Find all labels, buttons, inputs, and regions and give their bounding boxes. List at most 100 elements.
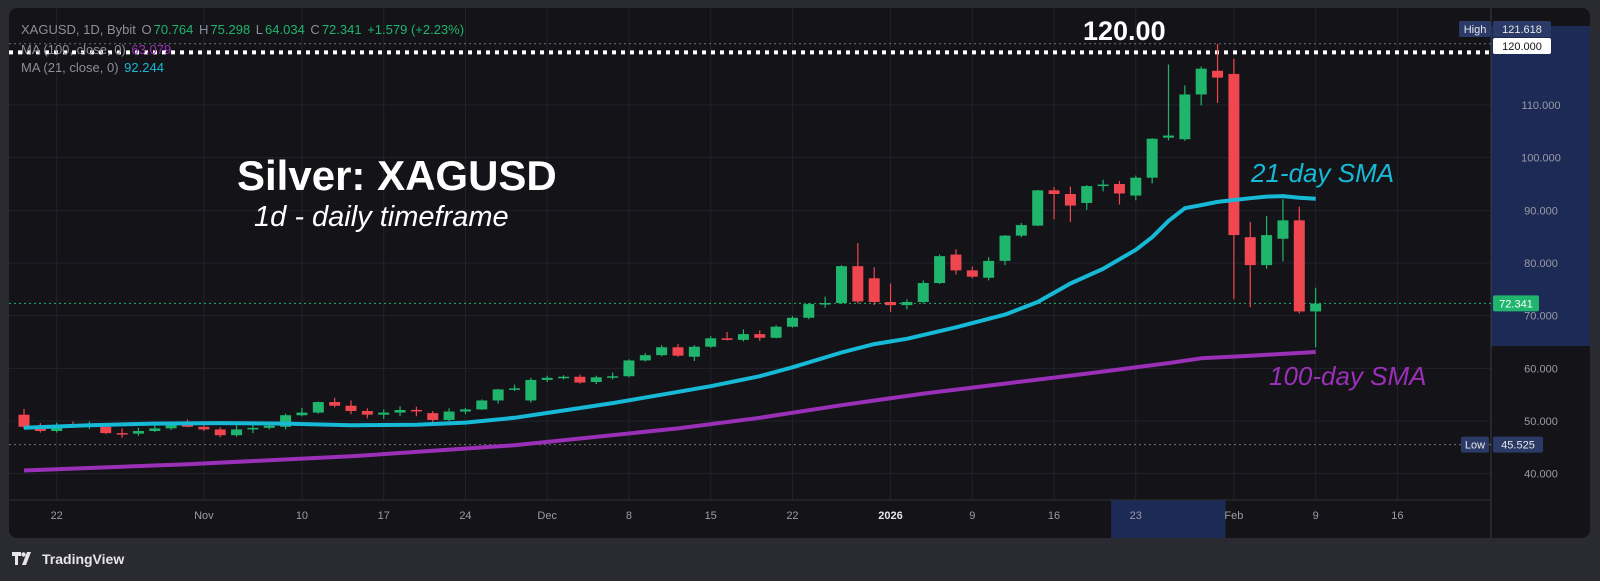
- candle: [999, 235, 1011, 266]
- candle-body: [541, 377, 553, 380]
- price-tick-label: 70.000: [1524, 311, 1558, 323]
- candle: [623, 359, 635, 378]
- candle-body: [558, 376, 570, 379]
- grid: [9, 8, 1491, 500]
- candle-body: [901, 301, 913, 306]
- last-price-value: 72.341: [1499, 298, 1533, 310]
- level-annotation: 120.00: [1083, 16, 1166, 46]
- candle-body: [819, 303, 831, 305]
- candle-body: [1261, 235, 1273, 266]
- candle: [459, 407, 471, 415]
- price-tick-label: 60.000: [1524, 363, 1558, 375]
- candle-body: [1097, 184, 1109, 187]
- candle: [1097, 179, 1109, 192]
- candle-body: [1113, 184, 1125, 194]
- open-value: 70.764: [153, 22, 194, 37]
- candle-body: [1015, 225, 1027, 236]
- candle: [312, 401, 324, 414]
- candle: [983, 257, 995, 281]
- candle-body: [1064, 194, 1076, 206]
- candle: [1032, 189, 1044, 227]
- low-tag: Low 45.525: [1461, 436, 1543, 453]
- high-label: H: [199, 22, 209, 37]
- candle: [656, 345, 668, 357]
- candle-body: [672, 347, 684, 356]
- sma21-line: [23, 194, 1316, 430]
- candle: [1179, 85, 1191, 141]
- candle: [672, 344, 684, 357]
- time-tick-label: 16: [1048, 510, 1060, 522]
- tradingview-logo-icon[interactable]: [12, 552, 36, 566]
- chart-frame: 40.000 50.000 60.000 70.000 80.000 90.000 100.…: [9, 8, 1590, 538]
- high-tag-value: 121.618: [1502, 24, 1542, 36]
- candle: [247, 424, 259, 434]
- candle: [1261, 216, 1273, 269]
- candle-body: [754, 334, 766, 338]
- candle-body: [1212, 70, 1224, 78]
- candle-body: [214, 429, 226, 436]
- low-label: L: [255, 22, 264, 37]
- price-axis-ticks: 40.000 50.000 60.000 70.000 80.000 90.000 100.…: [1521, 100, 1561, 481]
- tradingview-brand[interactable]: TradingView: [42, 551, 125, 567]
- footer: TradingView: [12, 549, 124, 569]
- price-tick-label: 80.000: [1524, 258, 1558, 270]
- candle: [214, 427, 226, 438]
- candle: [1195, 66, 1207, 106]
- price-chart[interactable]: 40.000 50.000 60.000 70.000 80.000 90.000 100.…: [9, 8, 1590, 538]
- sma100-annotation: 100-day SMA: [1269, 361, 1427, 391]
- candle-body: [623, 360, 635, 377]
- candle-body: [1228, 73, 1240, 236]
- candle-body: [459, 409, 471, 412]
- candle-body: [1048, 190, 1060, 195]
- candle-body: [509, 388, 520, 390]
- candle: [329, 397, 341, 408]
- candle: [607, 372, 619, 380]
- chart-title-annotation: Silver: XAGUSD: [237, 152, 557, 199]
- candle: [394, 406, 406, 417]
- candle: [361, 408, 373, 419]
- candle-body: [705, 338, 717, 347]
- candle: [1113, 180, 1125, 205]
- candle-body: [966, 270, 978, 277]
- candle-body: [721, 338, 733, 340]
- candle-body: [132, 431, 144, 434]
- candle: [1048, 187, 1060, 220]
- candle: [1163, 64, 1174, 141]
- level-tag: 120.000: [1493, 38, 1551, 54]
- symbol-info: XAGUSD, 1D, Bybit: [21, 22, 136, 37]
- candle: [590, 375, 602, 385]
- high-tag: High 121.618: [1459, 21, 1551, 37]
- candle: [1277, 199, 1289, 262]
- ma100-legend-value: 63.079: [131, 42, 172, 57]
- candle-body: [574, 376, 586, 383]
- candle-body: [492, 389, 504, 401]
- candle: [885, 283, 897, 312]
- candle-body: [983, 260, 995, 278]
- time-axis-highlight: [1111, 500, 1226, 538]
- candle-body: [688, 346, 700, 357]
- candle-body: [737, 334, 749, 340]
- candle-body: [476, 400, 488, 410]
- candle-body: [116, 433, 128, 435]
- candle-body: [247, 427, 259, 430]
- price-tick-label: 90.000: [1524, 205, 1558, 217]
- low-tag-label: Low: [1465, 440, 1485, 452]
- candle-body: [1146, 138, 1158, 178]
- sma21-annotation: 21-day SMA: [1250, 158, 1394, 188]
- candle-body: [836, 266, 847, 304]
- candle: [280, 413, 292, 430]
- candle-body: [1081, 186, 1093, 203]
- candle-body: [378, 412, 390, 415]
- candle: [1015, 222, 1027, 238]
- candle: [950, 249, 962, 275]
- candle: [296, 407, 308, 417]
- candle: [1212, 43, 1224, 103]
- candle: [917, 280, 929, 304]
- candle-body: [1244, 237, 1256, 266]
- time-axis-ticks: 22 Nov 10 17 24 Dec 8 15 22 2026 9 16 23 Feb 9 16: [51, 510, 1404, 522]
- time-tick-label: 10: [296, 510, 308, 522]
- ma100-legend[interactable]: MA (100, close, 0) 63.079: [21, 42, 173, 57]
- candle: [1244, 221, 1256, 308]
- ma21-legend[interactable]: MA (21, close, 0) 92.244: [21, 60, 166, 75]
- candle: [558, 375, 570, 380]
